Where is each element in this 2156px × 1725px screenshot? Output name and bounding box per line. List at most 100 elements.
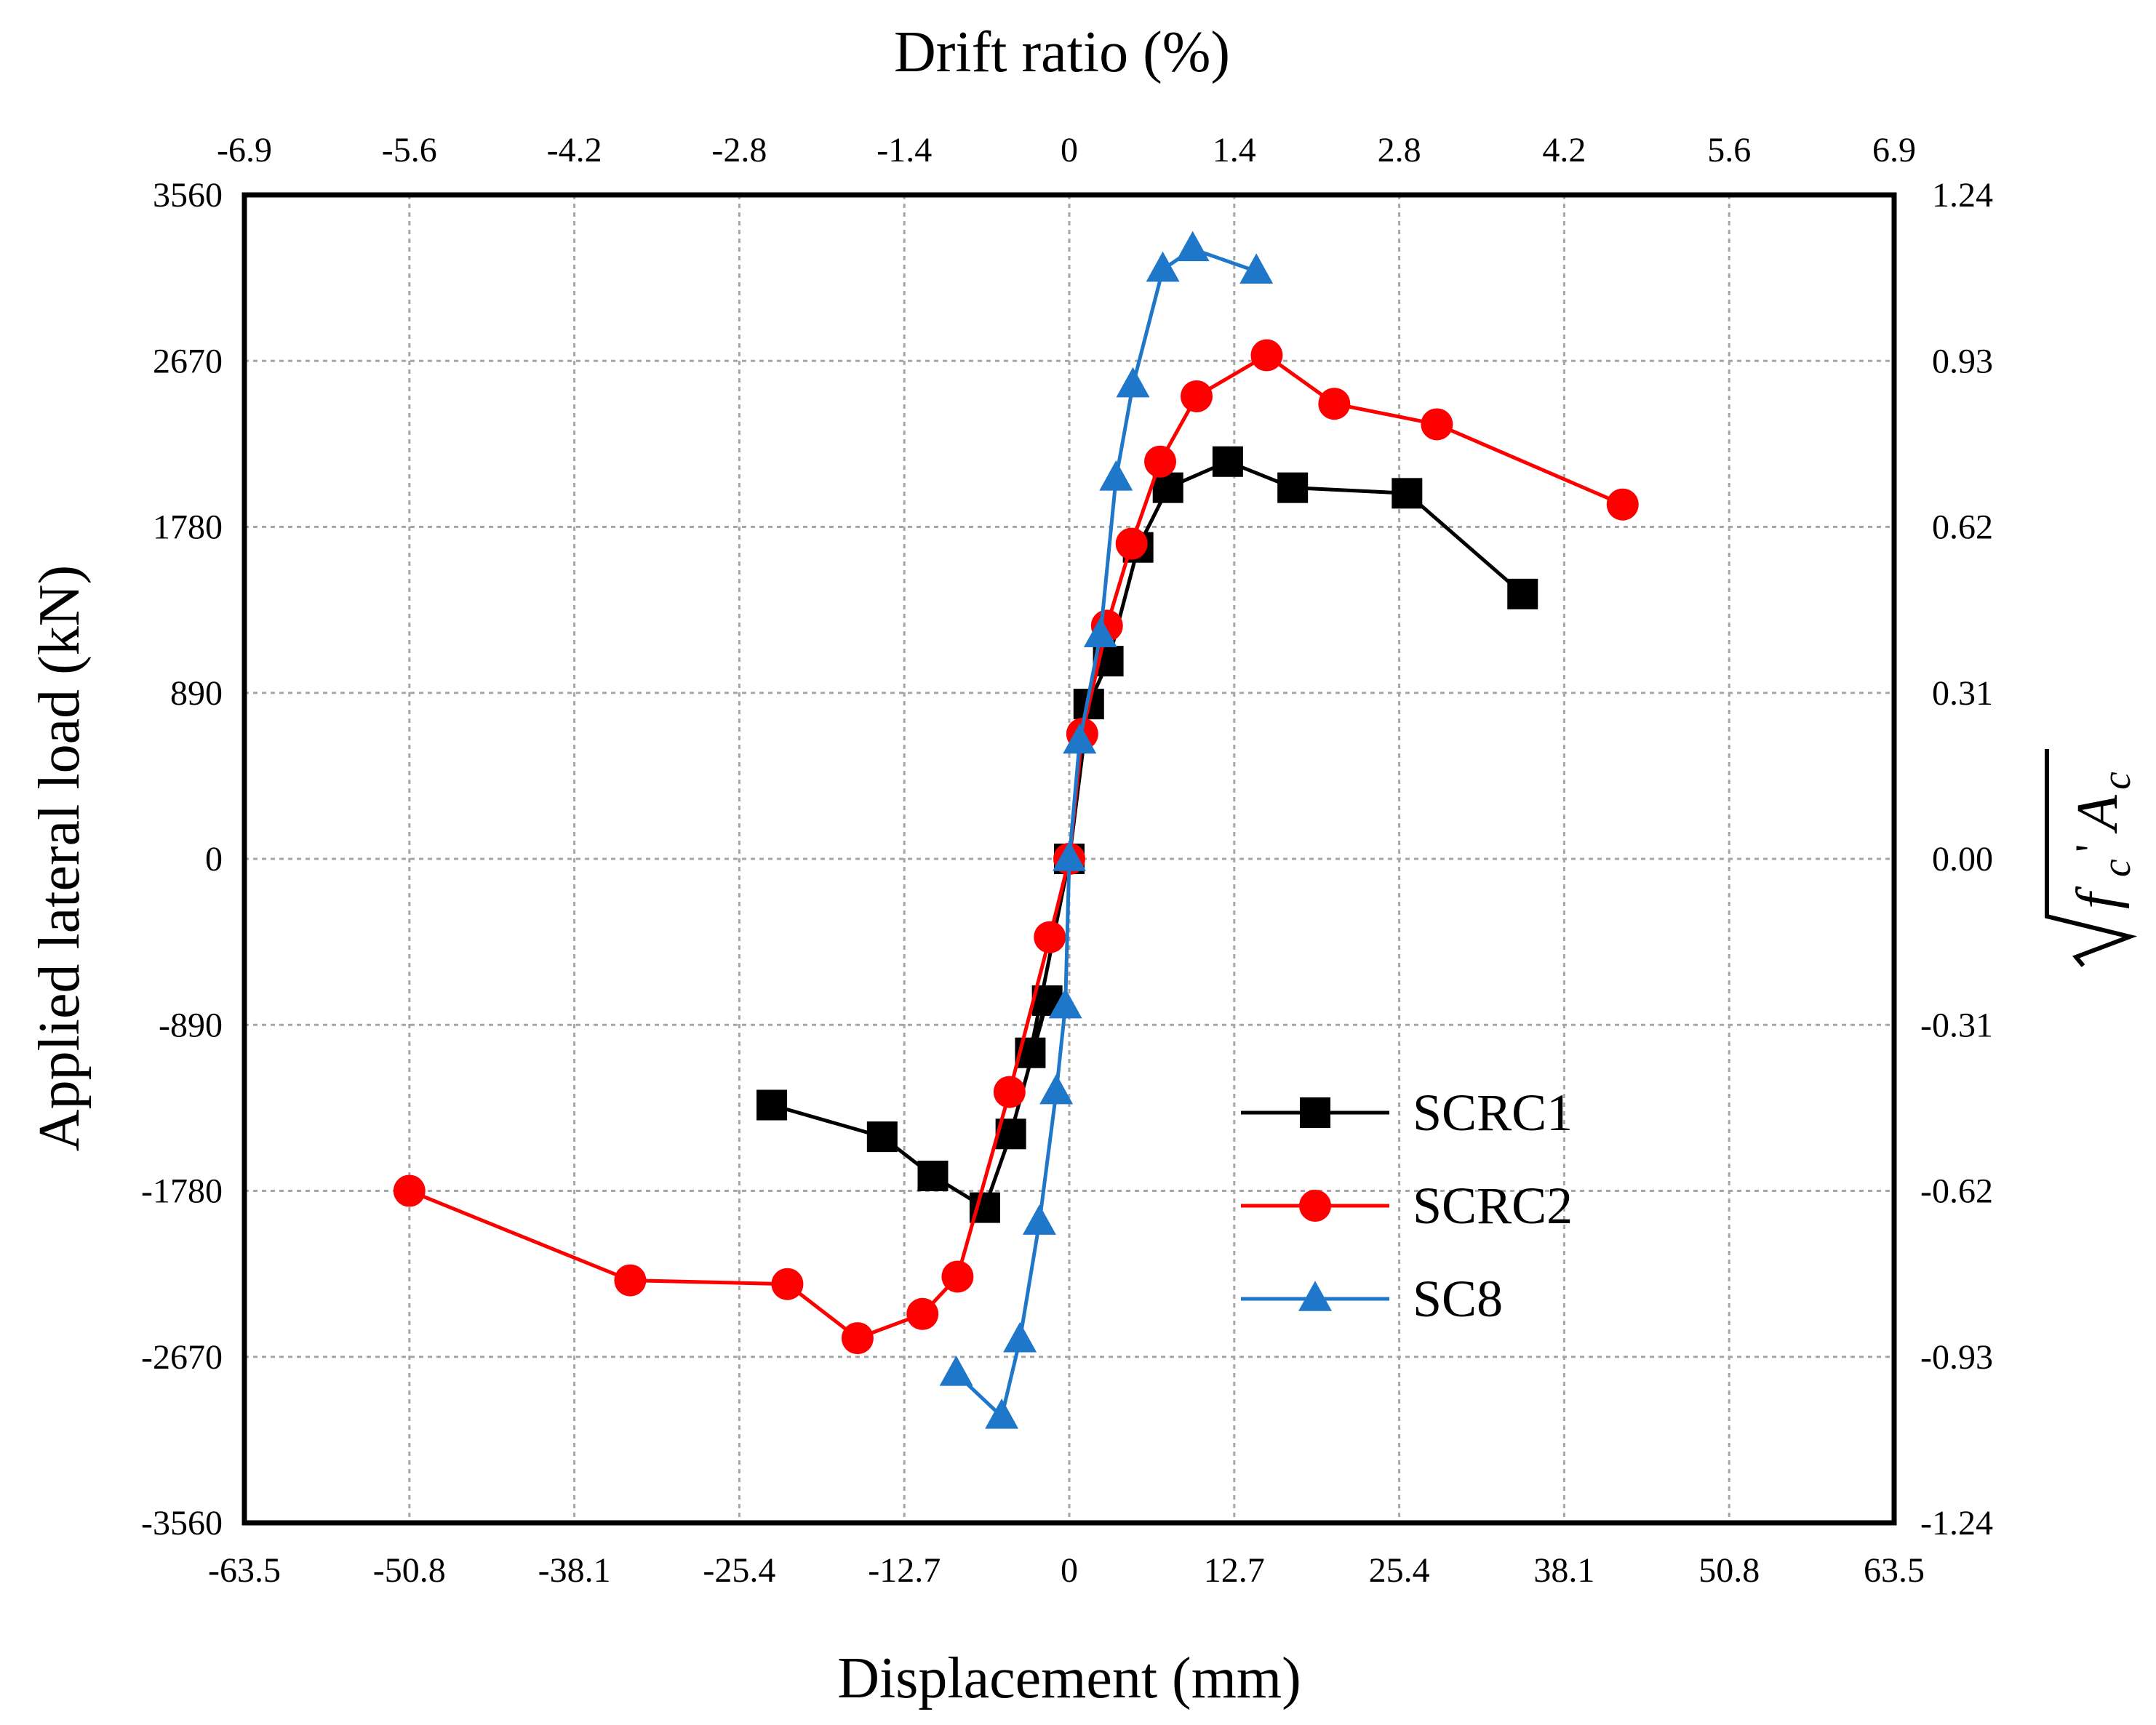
x2-axis-title: Drift ratio (%): [894, 20, 1230, 84]
data-point-sc8: [1003, 1321, 1037, 1353]
legend-item-scrc1: SCRC1: [1241, 1084, 1573, 1142]
tick-labels: -63.5 -6.9 -50.8 -5.6 -38.1 -4.2 -25.4 -2.8 -12.…: [141, 131, 1993, 1590]
data-point-scrc2: [1250, 339, 1283, 372]
legend-label-sc8: SC8: [1413, 1270, 1503, 1328]
data-point-sc8: [1048, 988, 1082, 1019]
legend-item-sc8: SC8: [1241, 1270, 1503, 1328]
data-point-scrc1: [917, 1160, 949, 1191]
data-point-scrc2: [1144, 445, 1177, 478]
data-point-scrc2: [393, 1174, 426, 1207]
y-axis-title: Applied lateral load (kN): [28, 565, 92, 1151]
x-tick-label: -63.5: [208, 1551, 281, 1590]
data-point-scrc2: [614, 1264, 647, 1297]
data-point-scrc2: [993, 1076, 1026, 1108]
y2-title-prime: ': [2065, 844, 2117, 852]
data-point-scrc2: [906, 1297, 939, 1330]
y2-tick-label: 0.00: [1932, 840, 1993, 878]
data-point-scrc1: [756, 1089, 788, 1121]
sqrt-radical-sign: [2045, 749, 2138, 967]
data-point-scrc2: [841, 1322, 874, 1355]
y2-title-A: A: [2066, 794, 2130, 834]
data-point-sc8: [939, 1356, 973, 1386]
data-point-sc8: [985, 1398, 1019, 1429]
y-tick-label: -1780: [141, 1172, 223, 1211]
legend-marker-scrc2: [1299, 1190, 1331, 1222]
x-tick-label: 12.7: [1204, 1551, 1265, 1590]
x2-tick-label: -4.2: [547, 131, 602, 169]
x-tick-label: -50.8: [373, 1551, 446, 1590]
data-series: [393, 231, 1639, 1429]
y-tick-label: 0: [205, 840, 223, 878]
y-tick-label: -890: [159, 1006, 223, 1044]
x2-tick-label: -2.8: [711, 131, 767, 169]
x-tick-label: 38.1: [1533, 1551, 1594, 1590]
data-point-scrc1: [1152, 472, 1183, 503]
data-point-scrc2: [1606, 488, 1639, 521]
data-point-sc8: [1239, 253, 1274, 284]
y2-tick-label: -0.31: [1920, 1006, 1993, 1044]
x-tick-label: 50.8: [1698, 1551, 1760, 1590]
x2-tick-label: 2.8: [1378, 131, 1421, 169]
data-point-scrc2: [1034, 921, 1066, 953]
data-point-scrc2: [1421, 408, 1453, 441]
x2-tick-label: 0: [1061, 131, 1078, 169]
y2-tick-label: 0.62: [1932, 508, 1993, 547]
data-point-sc8: [1175, 231, 1210, 262]
x-tick-label: -25.4: [703, 1551, 775, 1590]
y2-tick-label: -0.93: [1920, 1338, 1993, 1377]
y2-axis-title: f c ' A c: [2045, 749, 2139, 967]
data-point-scrc1: [1277, 472, 1309, 503]
y2-title-sub-c2: c: [2094, 772, 2139, 790]
data-point-scrc2: [1318, 388, 1351, 420]
series-line-sc8: [954, 247, 1258, 1419]
y2-title-sub-c: c: [2094, 859, 2139, 877]
x-axis-title: Displacement (mm): [837, 1646, 1301, 1710]
data-point-scrc1: [866, 1121, 898, 1153]
x2-tick-label: 1.4: [1213, 131, 1256, 169]
data-point-sc8: [1116, 367, 1150, 398]
y2-tick-label: -0.62: [1920, 1172, 1993, 1211]
data-point-scrc1: [1392, 478, 1423, 509]
grid: [244, 195, 1894, 1523]
data-point-scrc1: [1212, 446, 1243, 477]
data-point-sc8: [1146, 251, 1180, 282]
y-tick-label: -3560: [141, 1504, 223, 1542]
data-point-scrc2: [941, 1260, 974, 1293]
x2-tick-label: 4.2: [1542, 131, 1586, 169]
x2-tick-label: 5.6: [1707, 131, 1751, 169]
y-tick-label: 3560: [153, 176, 223, 215]
data-point-sc8: [1083, 617, 1117, 648]
y-tick-label: 2670: [153, 342, 223, 380]
x2-tick-label: 6.9: [1872, 131, 1916, 169]
y-tick-label: 890: [170, 674, 223, 713]
x-tick-label: 63.5: [1864, 1551, 1925, 1590]
y2-tick-label: 0.93: [1932, 342, 1993, 380]
legend: SCRC1 SCRC2 SC8: [1241, 1084, 1573, 1328]
series-sc8: [939, 231, 1274, 1429]
x-tick-label: 25.4: [1369, 1551, 1430, 1590]
data-point-scrc2: [771, 1268, 804, 1300]
data-point-scrc1: [1507, 578, 1538, 609]
legend-item-scrc2: SCRC2: [1241, 1177, 1573, 1235]
x-tick-label: 0: [1061, 1551, 1078, 1590]
y2-tick-label: 1.24: [1932, 176, 1993, 215]
data-point-scrc2: [1181, 380, 1213, 412]
data-point-sc8: [1022, 1204, 1056, 1235]
x2-tick-label: -1.4: [877, 131, 932, 169]
data-point-sc8: [1063, 723, 1097, 754]
x-tick-label: -38.1: [538, 1551, 611, 1590]
y-tick-label: 1780: [153, 508, 223, 547]
data-point-sc8: [1099, 460, 1133, 491]
x2-tick-label: -6.9: [217, 131, 272, 169]
legend-label-scrc1: SCRC1: [1413, 1084, 1573, 1142]
legend-label-scrc2: SCRC2: [1413, 1177, 1573, 1235]
plot-frame: [241, 192, 1897, 1526]
data-point-scrc2: [1115, 527, 1148, 560]
x-tick-label: -12.7: [868, 1551, 941, 1590]
legend-marker-scrc1: [1300, 1097, 1330, 1128]
y2-tick-label: -1.24: [1920, 1504, 1993, 1542]
data-point-sc8: [1053, 841, 1086, 871]
y2-tick-label: 0.31: [1932, 674, 1993, 713]
x2-tick-label: -5.6: [382, 131, 437, 169]
